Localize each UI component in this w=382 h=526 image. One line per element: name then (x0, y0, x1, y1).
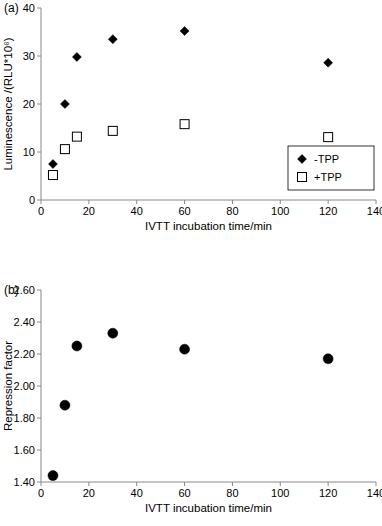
point (108, 35, 117, 44)
point (72, 52, 81, 61)
y-tick (37, 290, 41, 291)
x-axis (41, 482, 376, 483)
y-axis-label: Luminescence /(RLU*10⁶) (2, 37, 14, 170)
x-tick-label: 100 (271, 487, 289, 499)
point (324, 133, 333, 142)
point (323, 354, 333, 364)
x-tick-label: 40 (131, 205, 143, 217)
x-tick-label: 140 (367, 205, 382, 217)
x-tick (280, 200, 281, 204)
x-tick (136, 200, 137, 204)
x-tick (232, 200, 233, 204)
point (48, 171, 57, 180)
x-axis-label: IVTT incubation time/min (145, 502, 272, 514)
x-tick (184, 482, 185, 486)
y-tick-label: 2.20 (14, 348, 35, 360)
panel: 0 10 20 30 40 0 20 40 60 80 100 120 140 IVTT incubati… (2, 1, 382, 232)
x-tick-label: 100 (271, 205, 289, 217)
x-tick (88, 200, 89, 204)
x-tick (184, 200, 185, 204)
point (108, 126, 117, 135)
y-tick (37, 354, 41, 355)
x-tick-label: 120 (319, 205, 337, 217)
legend-label: +TPP (314, 171, 342, 183)
x-tick-label: 0 (38, 487, 44, 499)
y-tick-label: 2.00 (14, 380, 35, 392)
point (60, 400, 70, 410)
y-tick (37, 418, 41, 419)
point (180, 344, 190, 354)
point (72, 132, 81, 141)
x-tick-label: 60 (178, 487, 190, 499)
y-tick-label: 10 (23, 146, 35, 158)
x-tick-label: 0 (38, 205, 44, 217)
y-axis-label: Repression factor (2, 341, 14, 431)
x-tick (328, 200, 329, 204)
y-tick-label: 0 (29, 194, 35, 206)
x-tick-label: 40 (131, 487, 143, 499)
panel-label: (a) (4, 1, 19, 15)
y-tick-label: 40 (23, 2, 35, 14)
y-tick (37, 152, 41, 153)
x-tick-label: 20 (83, 487, 95, 499)
point (60, 100, 69, 109)
x-tick-label: 60 (178, 205, 190, 217)
x-tick-label: 120 (319, 487, 337, 499)
x-tick (280, 482, 281, 486)
legend-marker (298, 155, 307, 164)
data-group (48, 328, 333, 480)
x-tick (41, 200, 42, 204)
x-tick (136, 482, 137, 486)
y-tick-label: 1.40 (14, 476, 35, 488)
point (60, 145, 69, 154)
point (180, 120, 189, 129)
panel-label: (b) (4, 283, 19, 297)
x-tick (41, 482, 42, 486)
y-tick (37, 450, 41, 451)
x-axis-label: IVTT incubation time/min (145, 220, 272, 232)
point (324, 58, 333, 67)
point (48, 160, 57, 169)
point (108, 328, 118, 338)
y-tick-label: 30 (23, 50, 35, 62)
legend-label: -TPP (314, 153, 339, 165)
y-tick (37, 8, 41, 9)
x-tick (88, 482, 89, 486)
y-tick-label: 1.80 (14, 412, 35, 424)
x-tick-label: 80 (226, 487, 238, 499)
x-tick (376, 200, 377, 204)
x-tick (376, 482, 377, 486)
y-tick (37, 386, 41, 387)
legend-marker (298, 173, 307, 182)
point (72, 341, 82, 351)
y-tick-label: 20 (23, 98, 35, 110)
y-tick-label: 1.60 (14, 444, 35, 456)
x-tick (328, 482, 329, 486)
y-tick (37, 482, 41, 483)
y-tick (37, 56, 41, 57)
x-tick (232, 482, 233, 486)
panel: 1.401.601.802.002.202.402.60020406080100… (2, 283, 382, 514)
figure: 0 10 20 30 40 0 20 40 60 80 100 120 140 IVTT incubati… (0, 0, 382, 526)
y-tick-label: 2.40 (14, 316, 35, 328)
y-tick (37, 322, 41, 323)
legend-box (288, 146, 374, 190)
point (48, 471, 58, 481)
x-tick-label: 20 (83, 205, 95, 217)
y-tick (37, 200, 41, 201)
point (180, 27, 189, 36)
y-tick (37, 104, 41, 105)
x-tick-label: 80 (226, 205, 238, 217)
x-tick-label: 140 (367, 487, 382, 499)
legend: -TPP +TPP (288, 146, 374, 190)
x-axis (41, 200, 376, 201)
